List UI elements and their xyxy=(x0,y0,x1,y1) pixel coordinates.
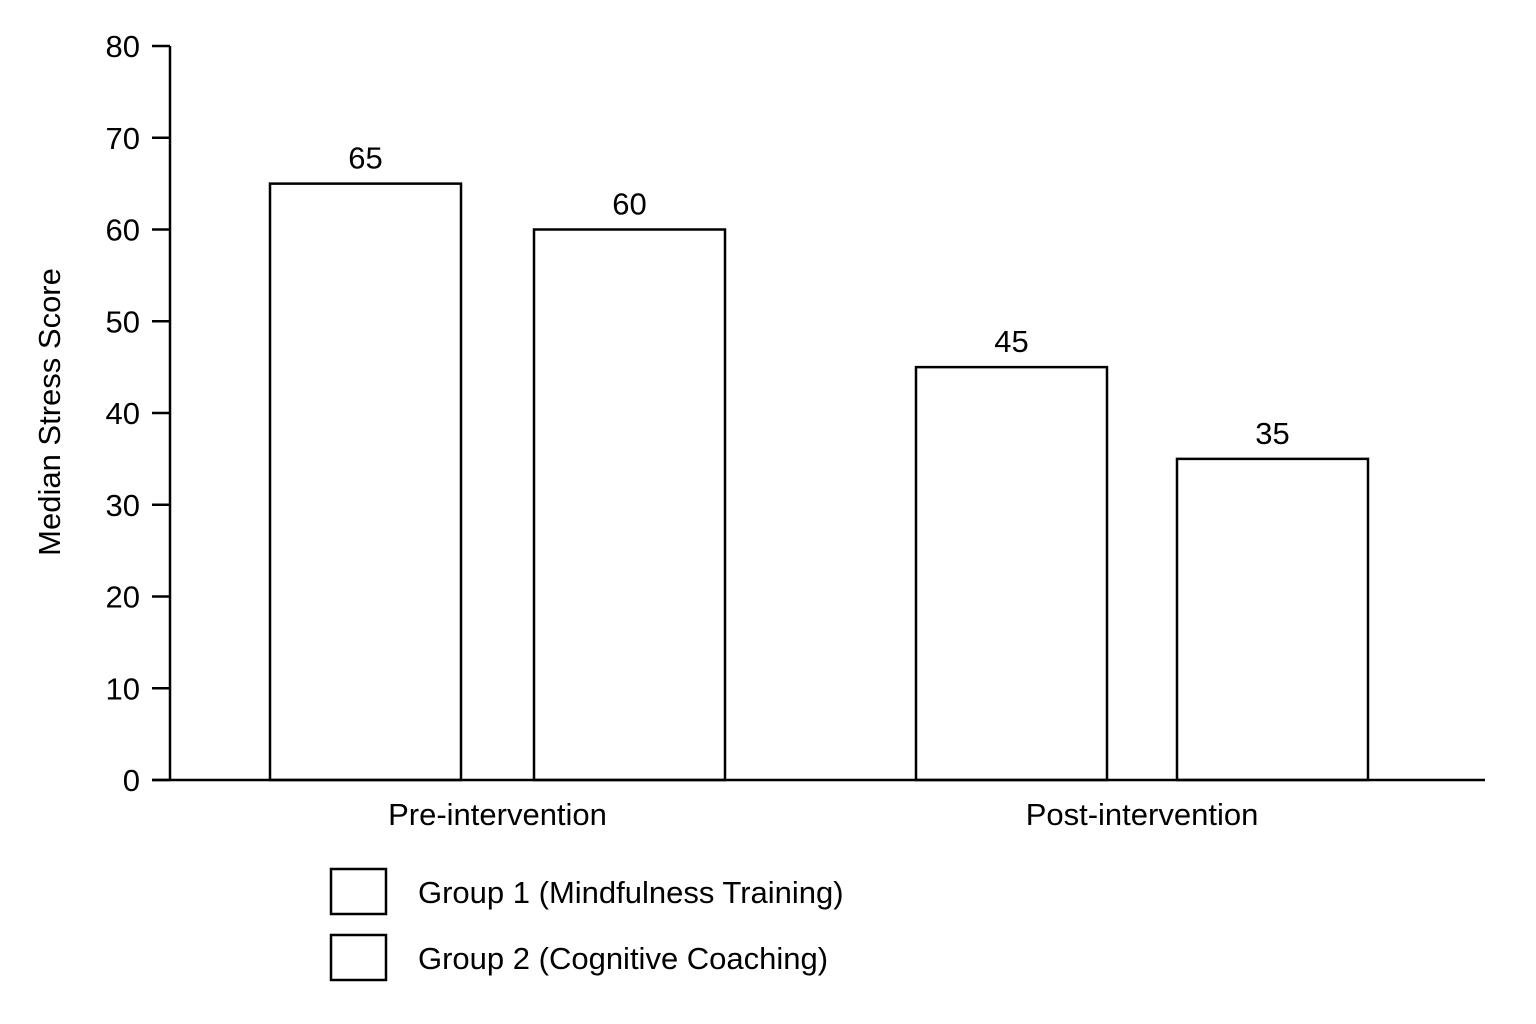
legend-label: Group 1 (Mindfulness Training) xyxy=(418,875,844,910)
bar-series-1-post-intervention xyxy=(914,365,1109,782)
y-tick-label: 60 xyxy=(106,213,140,248)
x-axis: Pre-intervention Post-intervention xyxy=(152,778,1485,832)
bar-value-label: 65 xyxy=(348,141,382,176)
x-category-label: Pre-intervention xyxy=(388,797,607,832)
x-category-label: Post-intervention xyxy=(1026,797,1259,832)
y-tick-label: 80 xyxy=(106,29,140,64)
bar-series-2-post-intervention xyxy=(1175,457,1370,782)
bar-value-label: 45 xyxy=(994,324,1028,359)
legend: Group 1 (Mindfulness Training) Group 2 (C… xyxy=(329,867,844,982)
legend-label: Group 2 (Cognitive Coaching) xyxy=(418,941,828,976)
y-tick-label: 50 xyxy=(106,304,140,339)
y-axis-title: Median Stress Score xyxy=(32,268,67,556)
bar-value-label: 35 xyxy=(1255,416,1289,451)
legend-swatch xyxy=(329,867,388,916)
y-axis: 0 10 20 30 40 50 60 70 80 xyxy=(106,29,172,798)
y-tick-label: 40 xyxy=(106,396,140,431)
bar-value-label: 60 xyxy=(612,187,646,222)
y-tick-label: 30 xyxy=(106,488,140,523)
y-tick-label: 10 xyxy=(106,671,140,706)
bar-series-2-pre-intervention xyxy=(532,228,727,782)
y-tick-label: 0 xyxy=(123,763,140,798)
legend-swatch xyxy=(329,933,388,982)
bar-series-1-pre-intervention xyxy=(268,182,463,782)
y-tick-label: 20 xyxy=(106,580,140,615)
y-tick-label: 70 xyxy=(106,121,140,156)
bars-group: 65 45 60 35 xyxy=(268,141,1370,782)
